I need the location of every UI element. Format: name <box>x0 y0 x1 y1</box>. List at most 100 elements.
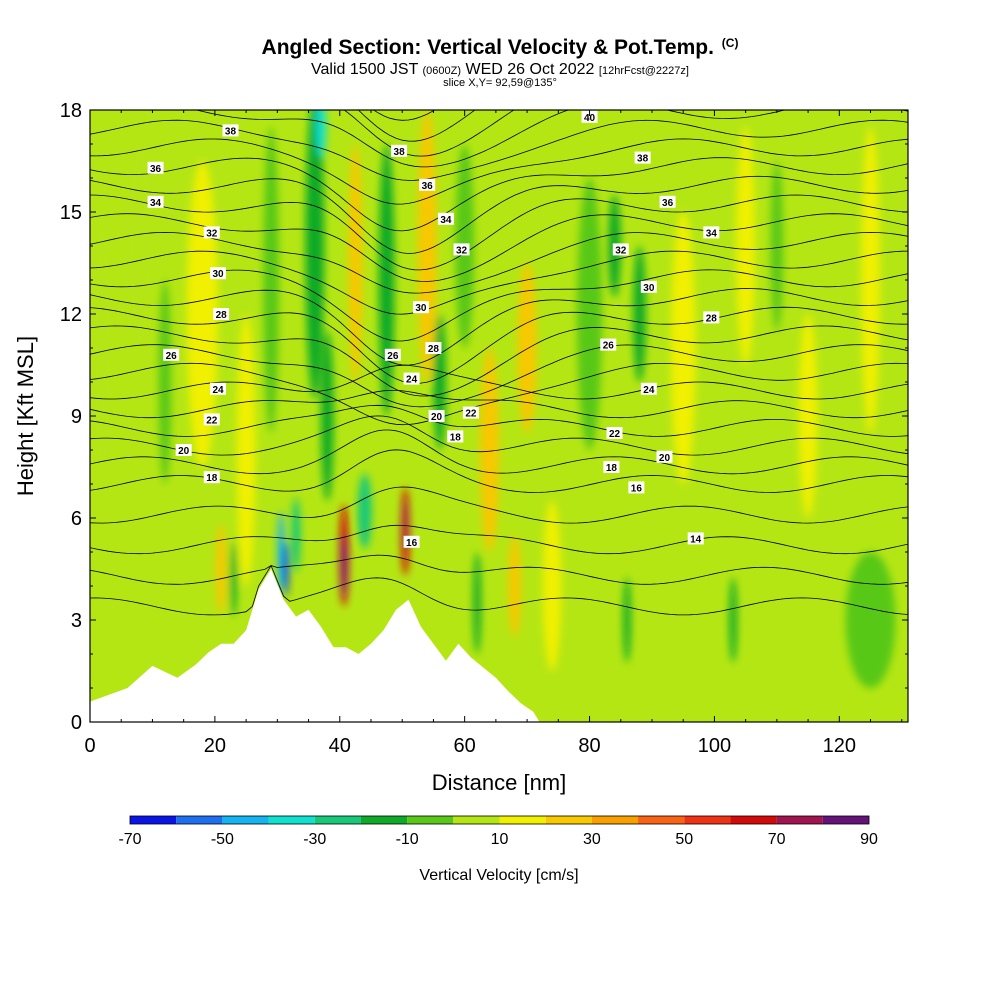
theta-contour-label: 38 <box>391 144 408 158</box>
theta-contour-label: 34 <box>703 226 720 239</box>
colorbar-tick-label: 70 <box>768 831 786 848</box>
y-tick-label: 6 <box>71 508 82 530</box>
theta-contour-label-text: 38 <box>637 154 649 165</box>
colorbar-segment <box>499 816 546 824</box>
colorbar-tick-label: -10 <box>396 831 419 848</box>
theta-contour-line <box>90 564 908 616</box>
y-tick-label: 15 <box>60 202 82 224</box>
theta-contour-label-text: 40 <box>584 113 596 124</box>
theta-contour-label: 28 <box>213 308 230 321</box>
theta-contour-label-text: 18 <box>450 432 462 443</box>
theta-contour-line <box>90 157 908 232</box>
theta-contour-label: 36 <box>147 161 164 175</box>
theta-contour-label: 24 <box>210 382 227 396</box>
velocity-cell <box>93 212 112 484</box>
y-axis-title: Height [Kft MSL] <box>13 336 38 496</box>
theta-contour-label: 28 <box>425 342 442 355</box>
velocity-cell <box>623 577 631 663</box>
velocity-cell <box>357 473 372 549</box>
velocity-cell <box>845 552 896 688</box>
velocity-cell <box>729 577 737 663</box>
colorbar-segment <box>453 816 500 824</box>
plot-area: 14 16 16 18 18 18 20 20 20 22 22 22 24 24 24 26 26 26 28 28… <box>90 110 908 722</box>
colorbar-tick-label: -50 <box>211 831 234 848</box>
velocity-cell <box>517 263 537 433</box>
theta-contour-label-text: 20 <box>659 453 671 464</box>
velocity-cell <box>236 314 256 586</box>
velocity-cell <box>670 212 696 484</box>
theta-contour-label: 34 <box>147 195 164 209</box>
velocity-cell <box>283 541 289 597</box>
theta-contour-label-text: 24 <box>643 385 655 396</box>
velocity-cell <box>736 127 756 365</box>
y-tick-label: 3 <box>71 610 82 632</box>
velocity-cell <box>321 331 334 501</box>
x-tick-label: 100 <box>698 735 731 757</box>
theta-contour-line <box>90 250 908 315</box>
theta-contour-label-text: 38 <box>225 126 237 137</box>
theta-contour-label-text: 18 <box>606 463 618 474</box>
theta-contour-label: 18 <box>447 430 464 443</box>
theta-contour-label-text: 16 <box>631 483 643 494</box>
velocity-cell <box>480 348 499 552</box>
chart-title: Angled Section: Vertical Velocity & Pot.… <box>261 36 739 59</box>
theta-contour-label: 24 <box>403 372 420 386</box>
theta-contour-label: 30 <box>640 280 657 294</box>
theta-contour-label: 38 <box>634 151 651 165</box>
theta-contour-label: 38 <box>222 124 239 137</box>
velocity-cell <box>158 280 172 484</box>
theta-contour-label-text: 36 <box>150 164 162 175</box>
slice-info: slice X,Y= 92,59@135° <box>443 77 557 89</box>
theta-contour-label: 22 <box>203 413 220 426</box>
terrain <box>90 569 908 722</box>
colorbar-segment <box>730 816 777 824</box>
theta-contour-label: 36 <box>659 195 676 209</box>
theta-contour-label: 36 <box>419 178 436 192</box>
theta-contour-label: 26 <box>600 338 617 352</box>
theta-contour-line <box>90 364 908 400</box>
theta-contour-label: 16 <box>628 481 645 494</box>
colorbar-tick-label: -30 <box>303 831 326 848</box>
theta-contour-label: 20 <box>428 410 445 423</box>
velocity-cell <box>127 144 153 348</box>
colorbar-segment <box>314 816 361 824</box>
colorbar-title: Vertical Velocity [cm/s] <box>419 867 578 884</box>
theta-contour-label-text: 20 <box>178 446 190 457</box>
velocity-cell <box>378 144 395 416</box>
velocity-cell <box>216 524 227 614</box>
theta-contour-label: 32 <box>203 226 220 239</box>
theta-contour-label: 20 <box>175 444 192 457</box>
theta-contour-label-text: 22 <box>465 409 477 420</box>
theta-contour-line <box>194 110 908 168</box>
theta-contour-label-text: 22 <box>206 415 218 426</box>
theta-contour-label: 26 <box>163 348 180 362</box>
theta-contour-label: 24 <box>640 382 657 396</box>
velocity-cell <box>633 246 646 382</box>
theta-contour-line <box>90 486 908 524</box>
colorbar-tick-label: 10 <box>491 831 509 848</box>
velocity-cell <box>348 144 363 382</box>
x-tick-label: 40 <box>329 735 351 757</box>
theta-contour-label: 32 <box>453 243 470 256</box>
theta-contour-label-text: 22 <box>609 429 621 440</box>
theta-contour-line <box>90 554 908 585</box>
colorbar-segment <box>822 816 869 824</box>
theta-contour-label-text: 14 <box>690 534 702 545</box>
theta-contour-label-text: 32 <box>206 228 218 239</box>
x-tick-label: 0 <box>84 735 95 757</box>
theta-contour-label-text: 24 <box>212 385 224 396</box>
theta-contour-line <box>90 344 908 408</box>
y-tick-label: 0 <box>71 712 82 734</box>
colorbar-segment <box>407 816 454 824</box>
chart-subtitle: Valid 1500 JST (0600Z) WED 26 Oct 2022 [… <box>311 61 689 78</box>
theta-contour-label-text: 26 <box>166 351 178 362</box>
theta-contour-line <box>90 138 908 205</box>
x-tick-label: 80 <box>578 735 600 757</box>
theta-contour-label-text: 36 <box>662 198 674 209</box>
theta-contour-line <box>90 449 908 493</box>
colorbar-frame <box>129 815 870 825</box>
colorbar-tick-label: 90 <box>860 831 878 848</box>
theta-contour-label-text: 32 <box>456 245 468 256</box>
velocity-cell <box>798 314 818 518</box>
